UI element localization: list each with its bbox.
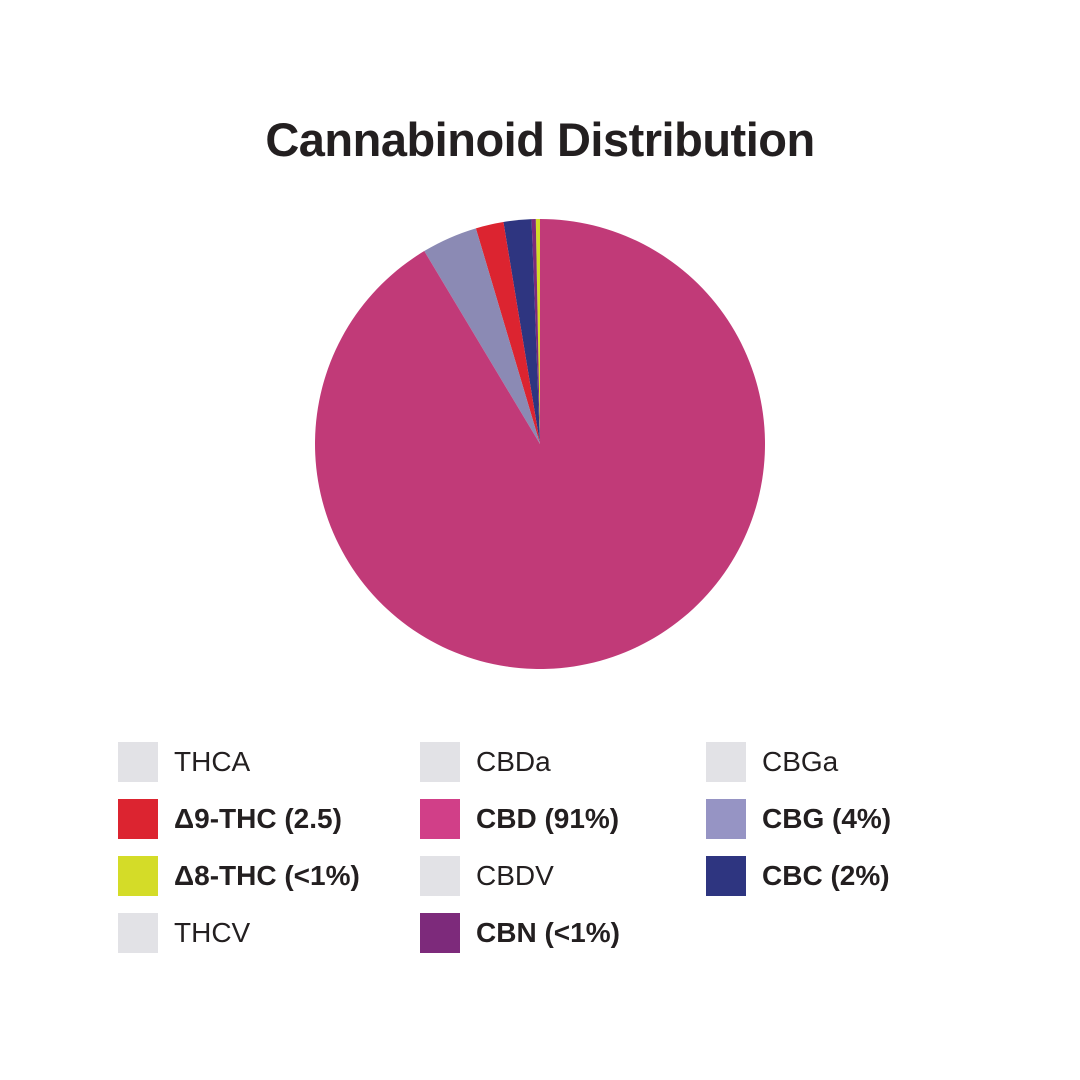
legend-swatch (420, 742, 460, 782)
legend-item-cbga: CBGa (706, 742, 838, 782)
legend-swatch (706, 856, 746, 896)
legend-label: CBG (4%) (762, 803, 892, 834)
legend-swatch (420, 799, 460, 839)
legend-label: CBD (91%) (476, 803, 620, 834)
legend-item-9thc: Δ9-THC (2.5) (118, 799, 342, 839)
legend-swatch (118, 913, 158, 953)
pie-slice-cbd (315, 219, 766, 670)
legend-swatch (420, 913, 460, 953)
legend-label: THCV (174, 917, 251, 948)
pie-chart (315, 219, 766, 670)
pie-slice-cbc (503, 219, 540, 444)
pie-slice-8thc (535, 219, 540, 444)
legend-swatch (118, 799, 158, 839)
legend-swatch (706, 799, 746, 839)
legend-item-cbn: CBN (<1%) (420, 913, 620, 953)
legend-label: CBGa (762, 746, 839, 777)
legend-swatch (420, 856, 460, 896)
legend-item-cbda: CBDa (420, 742, 551, 782)
pie-slice-9thc (475, 222, 540, 444)
legend-item-thcv: THCV (118, 913, 250, 953)
pie-slice-cbn (531, 219, 540, 444)
legend-label: CBN (<1%) (476, 917, 620, 948)
legend-swatch (706, 742, 746, 782)
legend-label: CBDa (476, 746, 551, 777)
legend-swatch (118, 742, 158, 782)
legend-item-cbdv: CBDV (420, 856, 554, 896)
chart-title: Cannabinoid Distribution (265, 113, 815, 166)
legend-label: CBC (2%) (762, 860, 890, 891)
legend-item-cbc: CBC (2%) (706, 856, 890, 896)
legend-item-cbd: CBD (91%) (420, 799, 619, 839)
legend-label: CBDV (476, 860, 554, 891)
pie-slices (315, 219, 766, 670)
legend-item-thca: THCA (118, 742, 250, 782)
legend-item-8thc: Δ8-THC (<1%) (118, 856, 360, 896)
pie-slice-cbg (424, 228, 540, 444)
legend-label: Δ8-THC (<1%) (174, 860, 360, 891)
legend-label: Δ9-THC (2.5) (174, 803, 342, 834)
legend-label: THCA (174, 746, 251, 777)
legend-swatch (118, 856, 158, 896)
legend-item-cbg: CBG (4%) (706, 799, 891, 839)
